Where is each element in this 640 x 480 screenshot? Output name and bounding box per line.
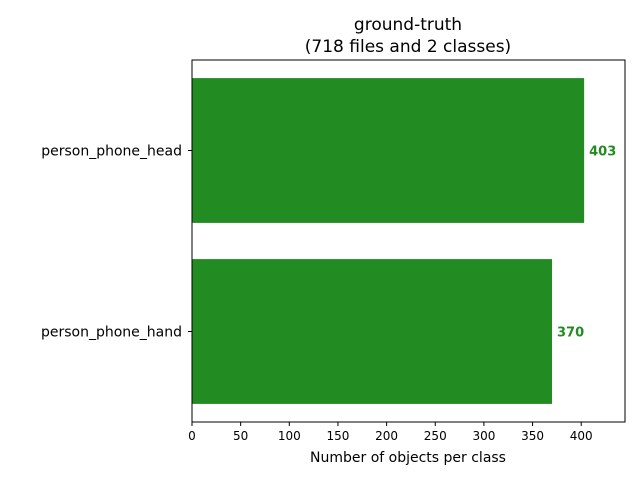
value-label-person_phone_hand: 370 bbox=[557, 326, 584, 341]
bars-group: 403 370 bbox=[192, 78, 616, 404]
x-tick-label: 350 bbox=[521, 429, 544, 443]
y-category-label: person_phone_hand bbox=[41, 325, 182, 341]
x-tick-label: 0 bbox=[188, 429, 196, 443]
plot-frame bbox=[191, 59, 626, 423]
x-axis-ticks: 0 50 100 150 200 250 300 350 400 bbox=[188, 422, 593, 443]
x-tick-label: 250 bbox=[424, 429, 447, 443]
bar-person_phone_head bbox=[192, 78, 585, 223]
x-tick-label: 50 bbox=[233, 429, 248, 443]
y-axis-category-labels: person_phone_head person_phone_hand bbox=[41, 144, 192, 341]
value-label-person_phone_head: 403 bbox=[589, 145, 616, 160]
x-axis-label: Number of objects per class bbox=[310, 450, 506, 466]
x-tick-label: 100 bbox=[278, 429, 301, 443]
chart-title-line-1: ground-truth bbox=[354, 15, 462, 35]
y-category-label: person_phone_head bbox=[41, 144, 182, 160]
chart-title-line-2: (718 files and 2 classes) bbox=[305, 37, 511, 57]
x-tick-label: 200 bbox=[375, 429, 398, 443]
x-tick-label: 300 bbox=[472, 429, 495, 443]
bar-person_phone_hand bbox=[192, 259, 553, 404]
x-tick-label: 150 bbox=[327, 429, 350, 443]
x-tick-label: 400 bbox=[570, 429, 593, 443]
